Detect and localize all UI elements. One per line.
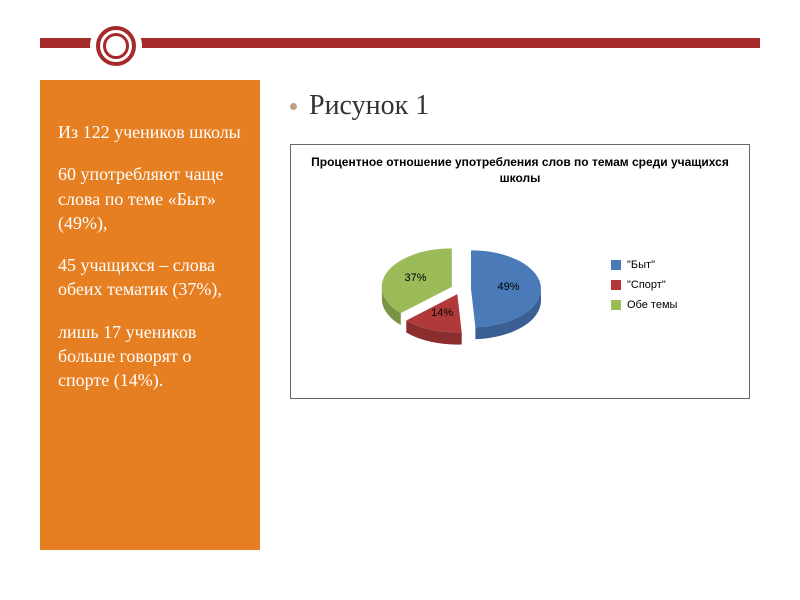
legend-item-both: Обе темы (611, 299, 677, 311)
legend-label-byt: "Быт" (627, 259, 655, 271)
pct-label-byt: 49% (497, 281, 519, 293)
ornament-inner (103, 33, 129, 59)
legend-swatch-sport (611, 280, 621, 290)
chart-title: Процентное отношение употребления слов п… (303, 155, 737, 186)
legend-item-byt: "Быт" (611, 259, 677, 271)
legend-swatch-both (611, 300, 621, 310)
pct-label-sport: 14% (431, 307, 453, 319)
main-content: Рисунок 1 Процентное отношение употребле… (290, 90, 760, 399)
bullet-icon (290, 103, 297, 110)
sidebar-p3: 45 учащихся – слова обеих тематик (37%), (58, 253, 242, 302)
sidebar: Из 122 учеников школы 60 употребляют чащ… (40, 80, 260, 550)
chart-row: 49% 14% 37% "Быт" "Спорт" Обе темы (303, 194, 737, 384)
title-row: Рисунок 1 (290, 90, 760, 122)
chart-legend: "Быт" "Спорт" Обе темы (611, 259, 677, 319)
legend-swatch-byt (611, 260, 621, 270)
pct-label-both: 37% (404, 272, 426, 284)
ornament-ring (96, 26, 136, 66)
chart-container: Процентное отношение употребления слов п… (290, 144, 750, 399)
legend-item-sport: "Спорт" (611, 279, 677, 291)
sidebar-p1: Из 122 учеников школы (58, 120, 242, 144)
pie-chart: 49% 14% 37% (303, 194, 603, 384)
header-bar (40, 38, 760, 48)
sidebar-p4: лишь 17 учеников больше говорят о спорте… (58, 320, 242, 393)
legend-label-both: Обе темы (627, 299, 677, 311)
legend-label-sport: "Спорт" (627, 279, 666, 291)
page-title: Рисунок 1 (309, 90, 429, 122)
header-ornament (90, 20, 142, 72)
sidebar-p2: 60 употребляют чаще слова по теме «Быт» … (58, 162, 242, 235)
